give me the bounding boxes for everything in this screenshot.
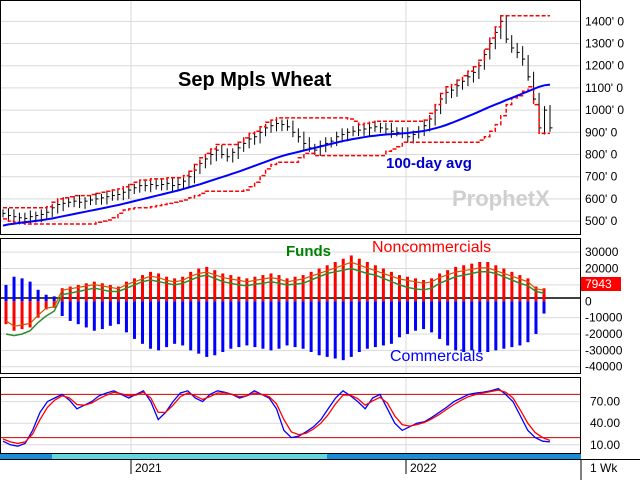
- price-tick-label: 900' 0: [585, 125, 618, 139]
- scrollbar-thumb[interactable]: [52, 454, 327, 459]
- cot-tick-label: 20000: [585, 262, 619, 276]
- stochastic-tick-label: 70.00: [590, 395, 620, 409]
- last-value-label: 7943: [585, 277, 612, 291]
- stochastic-d-line: [2, 389, 551, 445]
- last-value-badge: [581, 277, 621, 291]
- noncommercials-label: Noncommercials: [372, 239, 491, 256]
- noncommercials-line: [5, 261, 545, 327]
- stochastic-tick-label: 10.00: [590, 438, 620, 452]
- price-tick-label: 1400' 0: [585, 14, 624, 28]
- price-tick-label: 600' 0: [585, 192, 618, 206]
- price-tick-label: 700' 0: [585, 170, 618, 184]
- cot-tick-label: -30000: [585, 343, 623, 357]
- stochastic-tick-label: 40.00: [590, 416, 620, 430]
- ma-annotation: 100-day avg: [386, 155, 472, 172]
- cot-tick-label: 0: [585, 294, 592, 308]
- stochastic-k-line: [2, 387, 551, 447]
- price-tick-label: 1300' 0: [585, 37, 624, 51]
- upper-channel-line: [3, 15, 550, 209]
- funds-label: Funds: [286, 243, 331, 260]
- cot-axis: 3000020000100000-10000-20000-30000-40000: [585, 245, 623, 374]
- cot-tick-label: -40000: [585, 360, 623, 374]
- cot-tick-label: 30000: [585, 245, 619, 259]
- price-tick-label: 800' 0: [585, 148, 618, 162]
- price-axis: 1400' 0 1300' 0 1200' 0 1100' 0 1000' 0 900' …: [585, 14, 624, 228]
- price-tick-label: 1000' 0: [585, 103, 624, 117]
- stochastic-grid: [1, 378, 580, 453]
- price-tick-label: 1200' 0: [585, 59, 624, 73]
- x-label-2021: 2021: [135, 461, 162, 475]
- moving-average-line: [2, 83, 551, 227]
- watermark: ProphetX: [452, 186, 550, 211]
- cot-tick-label: -10000: [585, 311, 623, 325]
- x-label-2022: 2022: [410, 461, 437, 475]
- commercials-label: Commercials: [390, 348, 483, 365]
- price-panel[interactable]: [0, 0, 581, 235]
- cot-bars: [4, 255, 546, 361]
- cot-tick-label: -20000: [585, 327, 623, 341]
- chart-title: Sep Mpls Wheat: [178, 69, 332, 91]
- price-tick-label: 500' 0: [585, 214, 618, 228]
- lower-channel-line: [3, 86, 550, 225]
- stochastic-axis: 70.00 40.00 10.00: [590, 395, 620, 452]
- price-tick-label: 1100' 0: [585, 81, 623, 95]
- funds-line: [5, 267, 545, 337]
- period-label: 1 Wk: [590, 461, 618, 475]
- stochastic-panel[interactable]: [0, 377, 581, 454]
- cot-panel[interactable]: [0, 238, 581, 374]
